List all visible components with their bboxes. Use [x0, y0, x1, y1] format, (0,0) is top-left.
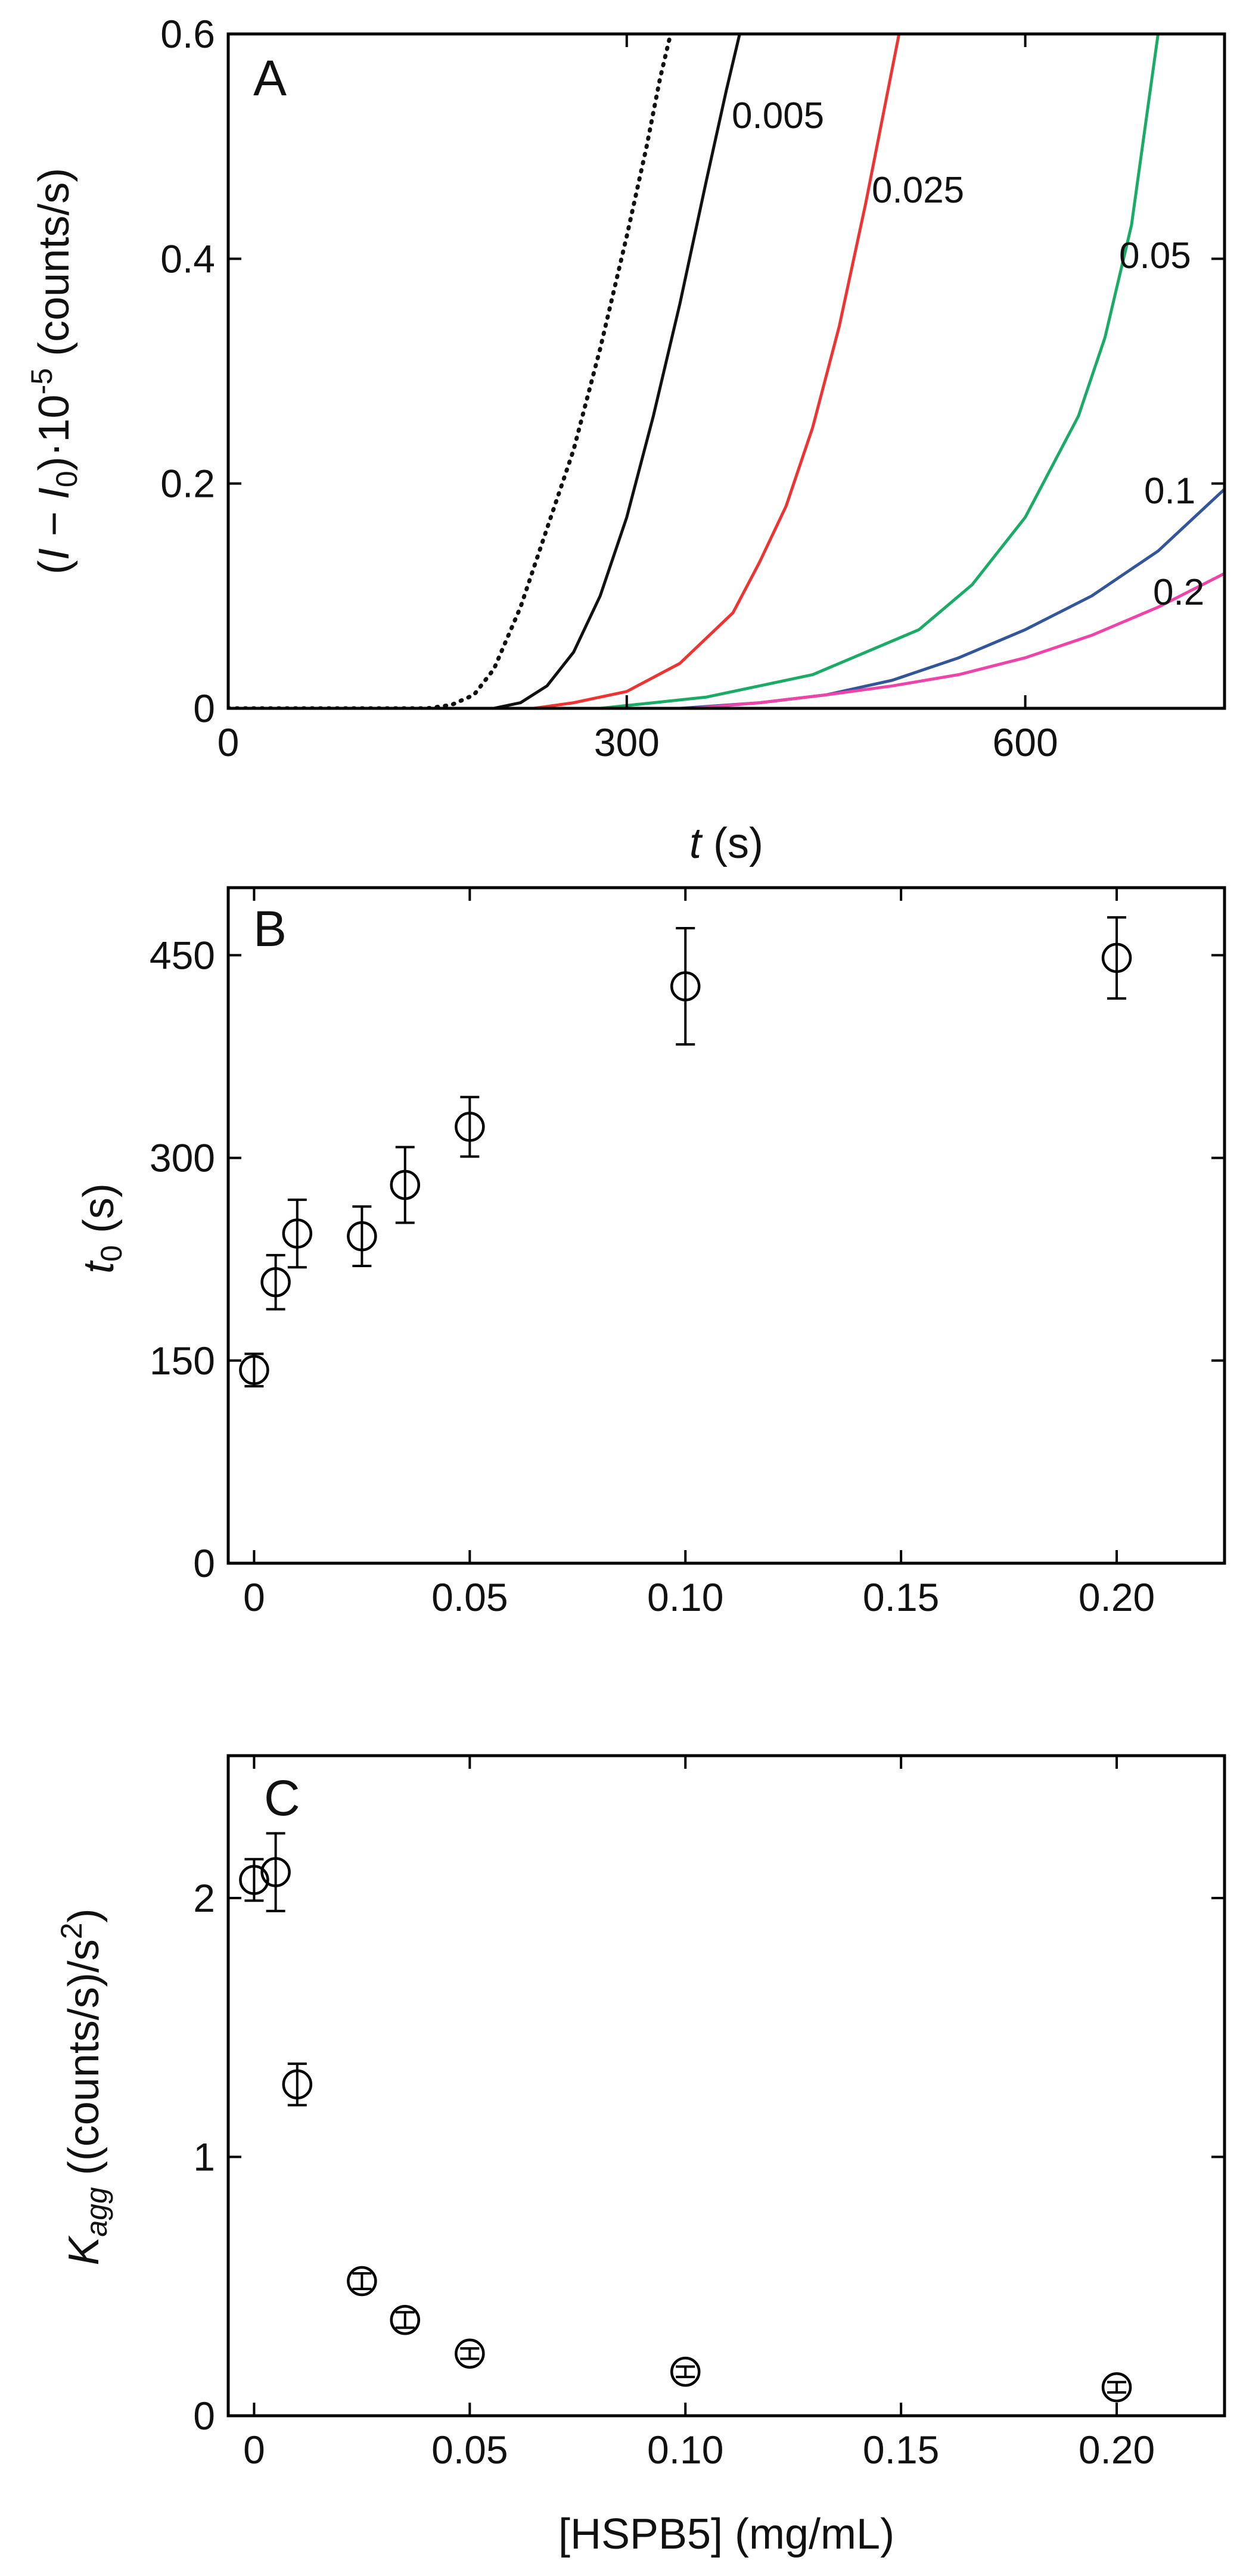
panel-a-y-tick-label: 0.4: [160, 237, 215, 281]
panel-b-x-tick-label: 0.10: [647, 1575, 723, 1619]
panel-c-point-4: [390, 2304, 421, 2335]
panel-c-marker: [390, 2304, 421, 2335]
panel-c-point-0: [239, 1858, 269, 1902]
panel-b-marker: [455, 1112, 485, 1142]
panel-b-marker: [239, 1355, 269, 1385]
panel-a-series-0_2-line: [228, 572, 1225, 708]
panel-b-y-tick-label: 0: [193, 1541, 215, 1585]
panel-b-point-4: [390, 1146, 421, 1224]
panel-b-point-1: [260, 1253, 291, 1311]
panel-c-point-2: [282, 2062, 313, 2107]
panel-b-y-tick-label: 150: [150, 1339, 215, 1383]
panel-a-y-tick-label: 0.2: [160, 462, 215, 506]
panel-b-point-6: [670, 927, 701, 1046]
panel-c-marker: [1101, 2372, 1132, 2403]
panel-b-point-3: [347, 1205, 377, 1268]
panel-c-x-tick-label: 0.20: [1079, 2428, 1155, 2472]
panel-a-series-0_005-line: [228, 34, 741, 708]
panel-a-plot-area: [228, 34, 1225, 708]
panel-a-y-tick-label: 0.6: [160, 12, 215, 56]
panel-c-x-tick-label: 0.15: [863, 2428, 939, 2472]
panel-c-x-tick-label: 0.05: [431, 2428, 508, 2472]
panel-c-marker: [239, 1865, 269, 1895]
panel-c-point-7: [1101, 2372, 1132, 2403]
panel-c-point-6: [670, 2356, 701, 2387]
panel-c-point-1: [260, 1832, 291, 1912]
panel-b: 0 0.05 0.10 0.15 0.20 0 150 300 450 B t0 (s): [75, 886, 1226, 1619]
panel-c-y-tick-label: 0: [193, 2394, 215, 2438]
panel-b-point-2: [282, 1198, 313, 1269]
panel-a-curve-label-0_05: 0.05: [1119, 235, 1191, 276]
panel-a-y-axis-label: (I − I0)·10-5 (counts/s): [25, 168, 83, 575]
panel-b-ticks: 0 0.05 0.10 0.15 0.20 0 150 300 450: [150, 888, 1225, 1619]
panel-a-x-tick-label: 0: [217, 720, 240, 764]
panel-a-x-tick-label: 600: [993, 720, 1058, 764]
panel-c-marker: [670, 2356, 701, 2387]
panel-b-x-tick-label: 0.15: [863, 1575, 939, 1619]
panel-b-marker: [670, 971, 701, 1001]
panel-b-marker: [260, 1267, 291, 1298]
panel-b-plot-area: [239, 916, 1132, 1387]
panel-c-x-tick-label: 0: [243, 2428, 265, 2472]
panel-a-series-group: [228, 34, 1225, 708]
panel-b-marker: [1101, 942, 1132, 973]
panel-b-frame: [226, 886, 1226, 1565]
panel-b-letter: B: [253, 901, 287, 957]
panel-c: 0 0.05 0.10 0.15 0.20 0 1 2 C Kagg ((counts/s)/…: [55, 1754, 1226, 2558]
panel-a-series-0_1-line: [228, 487, 1225, 708]
panel-a-curve-label-0_1: 0.1: [1144, 471, 1195, 512]
panel-c-marker: [455, 2338, 485, 2369]
panel-b-point-0: [239, 1352, 269, 1387]
panel-c-ticks: 0 0.05 0.10 0.15 0.20 0 1 2: [193, 1756, 1225, 2472]
panel-a-curve-labels: 0.005 0.025 0.05 0.1 0.2: [732, 95, 1204, 613]
panel-c-x-axis-label: [HSPB5] (mg/mL): [558, 2510, 894, 2558]
panel-b-x-tick-label: 0.05: [431, 1575, 508, 1619]
panel-a-letter: A: [253, 50, 287, 106]
panel-c-y-tick-label: 2: [193, 1876, 215, 1920]
panel-a: 0 300 600 0 0.2 0.4 0.6 A 0.005 0.025 0.05 0.1 0.2…: [25, 12, 1226, 867]
panel-c-frame: [226, 1754, 1226, 2418]
panel-c-letter: C: [264, 1770, 300, 1826]
panel-b-marker: [282, 1218, 313, 1249]
panel-a-x-tick-label: 300: [594, 720, 660, 764]
panel-b-point-7: [1101, 916, 1132, 1000]
panel-c-y-axis-label: Kagg ((counts/s)/s2): [55, 1908, 113, 2265]
panel-a-series-control-line: [228, 34, 673, 708]
panel-b-y-tick-label: 300: [150, 1136, 215, 1180]
panel-c-point-5: [455, 2338, 485, 2369]
panel-b-point-5: [455, 1096, 485, 1158]
panel-c-y-tick-label: 1: [193, 2135, 215, 2179]
panel-c-plot-area: [239, 1832, 1132, 2403]
panel-b-y-tick-label: 450: [150, 933, 215, 977]
panel-a-series-0_05-line: [228, 34, 1160, 708]
panel-b-x-tick-label: 0: [243, 1575, 265, 1619]
panel-b-y-axis-label: t0 (s): [75, 1183, 128, 1274]
panel-b-marker: [347, 1221, 377, 1252]
panel-c-x-tick-label: 0.10: [647, 2428, 723, 2472]
panel-a-series-0_025-line: [228, 34, 901, 708]
panel-a-frame: [226, 32, 1226, 710]
panel-c-marker: [260, 1857, 291, 1887]
panel-c-point-3: [347, 2266, 377, 2297]
panel-a-curve-label-0_2: 0.2: [1153, 572, 1204, 613]
panel-a-x-axis-label: t (s): [689, 820, 763, 867]
panel-a-y-tick-label: 0: [193, 686, 215, 730]
panel-b-marker: [390, 1169, 421, 1200]
panel-c-marker: [282, 2069, 313, 2100]
panel-a-ticks: 0 300 600 0 0.2 0.4 0.6: [160, 12, 1225, 764]
panel-a-curve-label-0_005: 0.005: [732, 95, 824, 136]
panel-c-marker: [347, 2266, 377, 2297]
panel-a-curve-label-0_025: 0.025: [872, 170, 964, 211]
panel-b-x-tick-label: 0.20: [1079, 1575, 1155, 1619]
